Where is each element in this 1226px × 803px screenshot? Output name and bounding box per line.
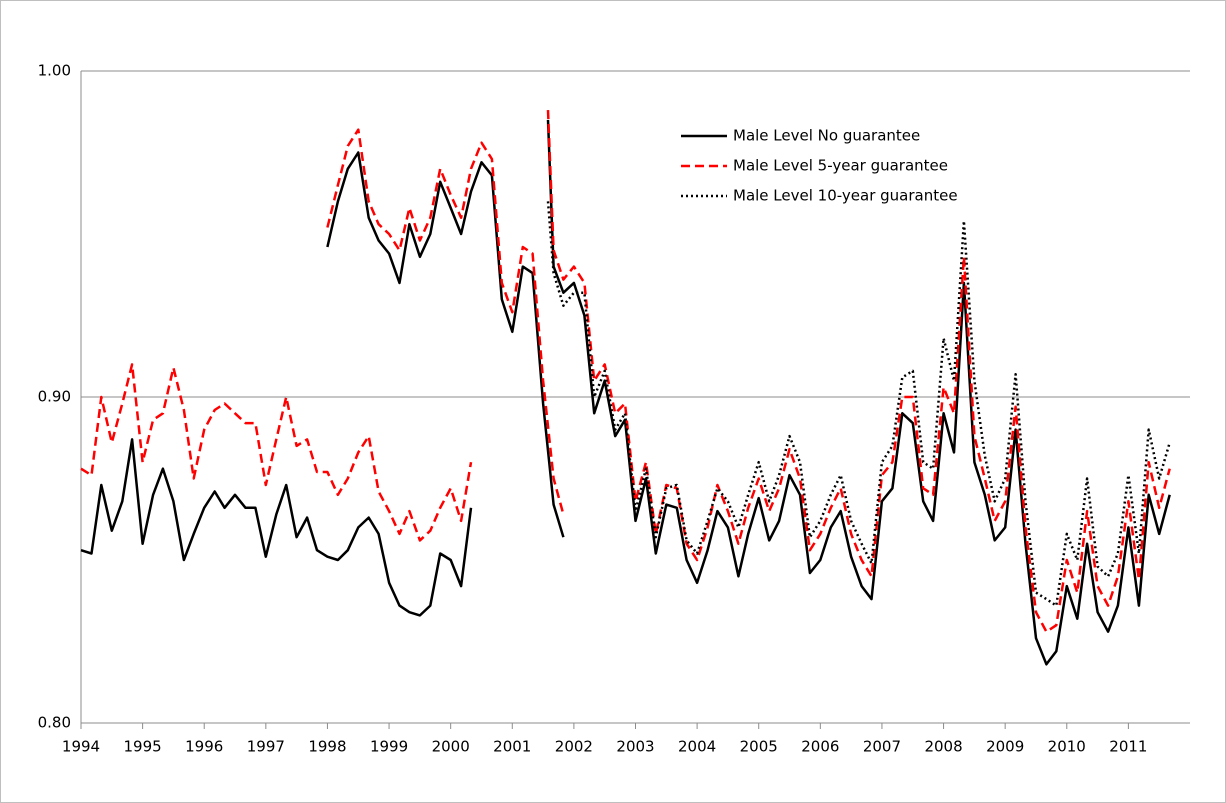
x-tick-label: 2011 — [1109, 738, 1147, 756]
y-tick-label: 0.80 — [38, 714, 71, 732]
x-tick-label: 2000 — [432, 738, 470, 756]
x-tick-label: 2007 — [863, 738, 901, 756]
x-tick-label: 1995 — [124, 738, 162, 756]
y-tick-label: 0.90 — [38, 388, 71, 406]
x-tick-label: 2001 — [493, 738, 531, 756]
legend-label: Male Level 5-year guarantee — [733, 157, 948, 175]
x-tick-label: 2006 — [801, 738, 839, 756]
legend-label: Male Level 10-year guarantee — [733, 187, 958, 205]
x-tick-label: 2002 — [555, 738, 593, 756]
x-tick-label: 2009 — [986, 738, 1024, 756]
x-tick-label: 2008 — [924, 738, 962, 756]
x-tick-label: 1996 — [185, 738, 223, 756]
series-line — [80, 110, 1171, 633]
legend-box — [675, 120, 1032, 214]
x-tick-label: 2003 — [616, 738, 654, 756]
x-tick-label: 1994 — [62, 738, 100, 756]
y-tick-label: 1.00 — [38, 62, 71, 80]
x-tick-label: 2004 — [678, 738, 716, 756]
x-tick-label: 2005 — [740, 738, 778, 756]
x-tick-label: 1999 — [370, 738, 408, 756]
series-line — [80, 119, 1171, 666]
x-tick-label: 1997 — [247, 738, 285, 756]
legend-label: Male Level No guarantee — [733, 127, 920, 145]
x-tick-label: 2010 — [1048, 738, 1086, 756]
x-tick-label: 1998 — [308, 738, 346, 756]
